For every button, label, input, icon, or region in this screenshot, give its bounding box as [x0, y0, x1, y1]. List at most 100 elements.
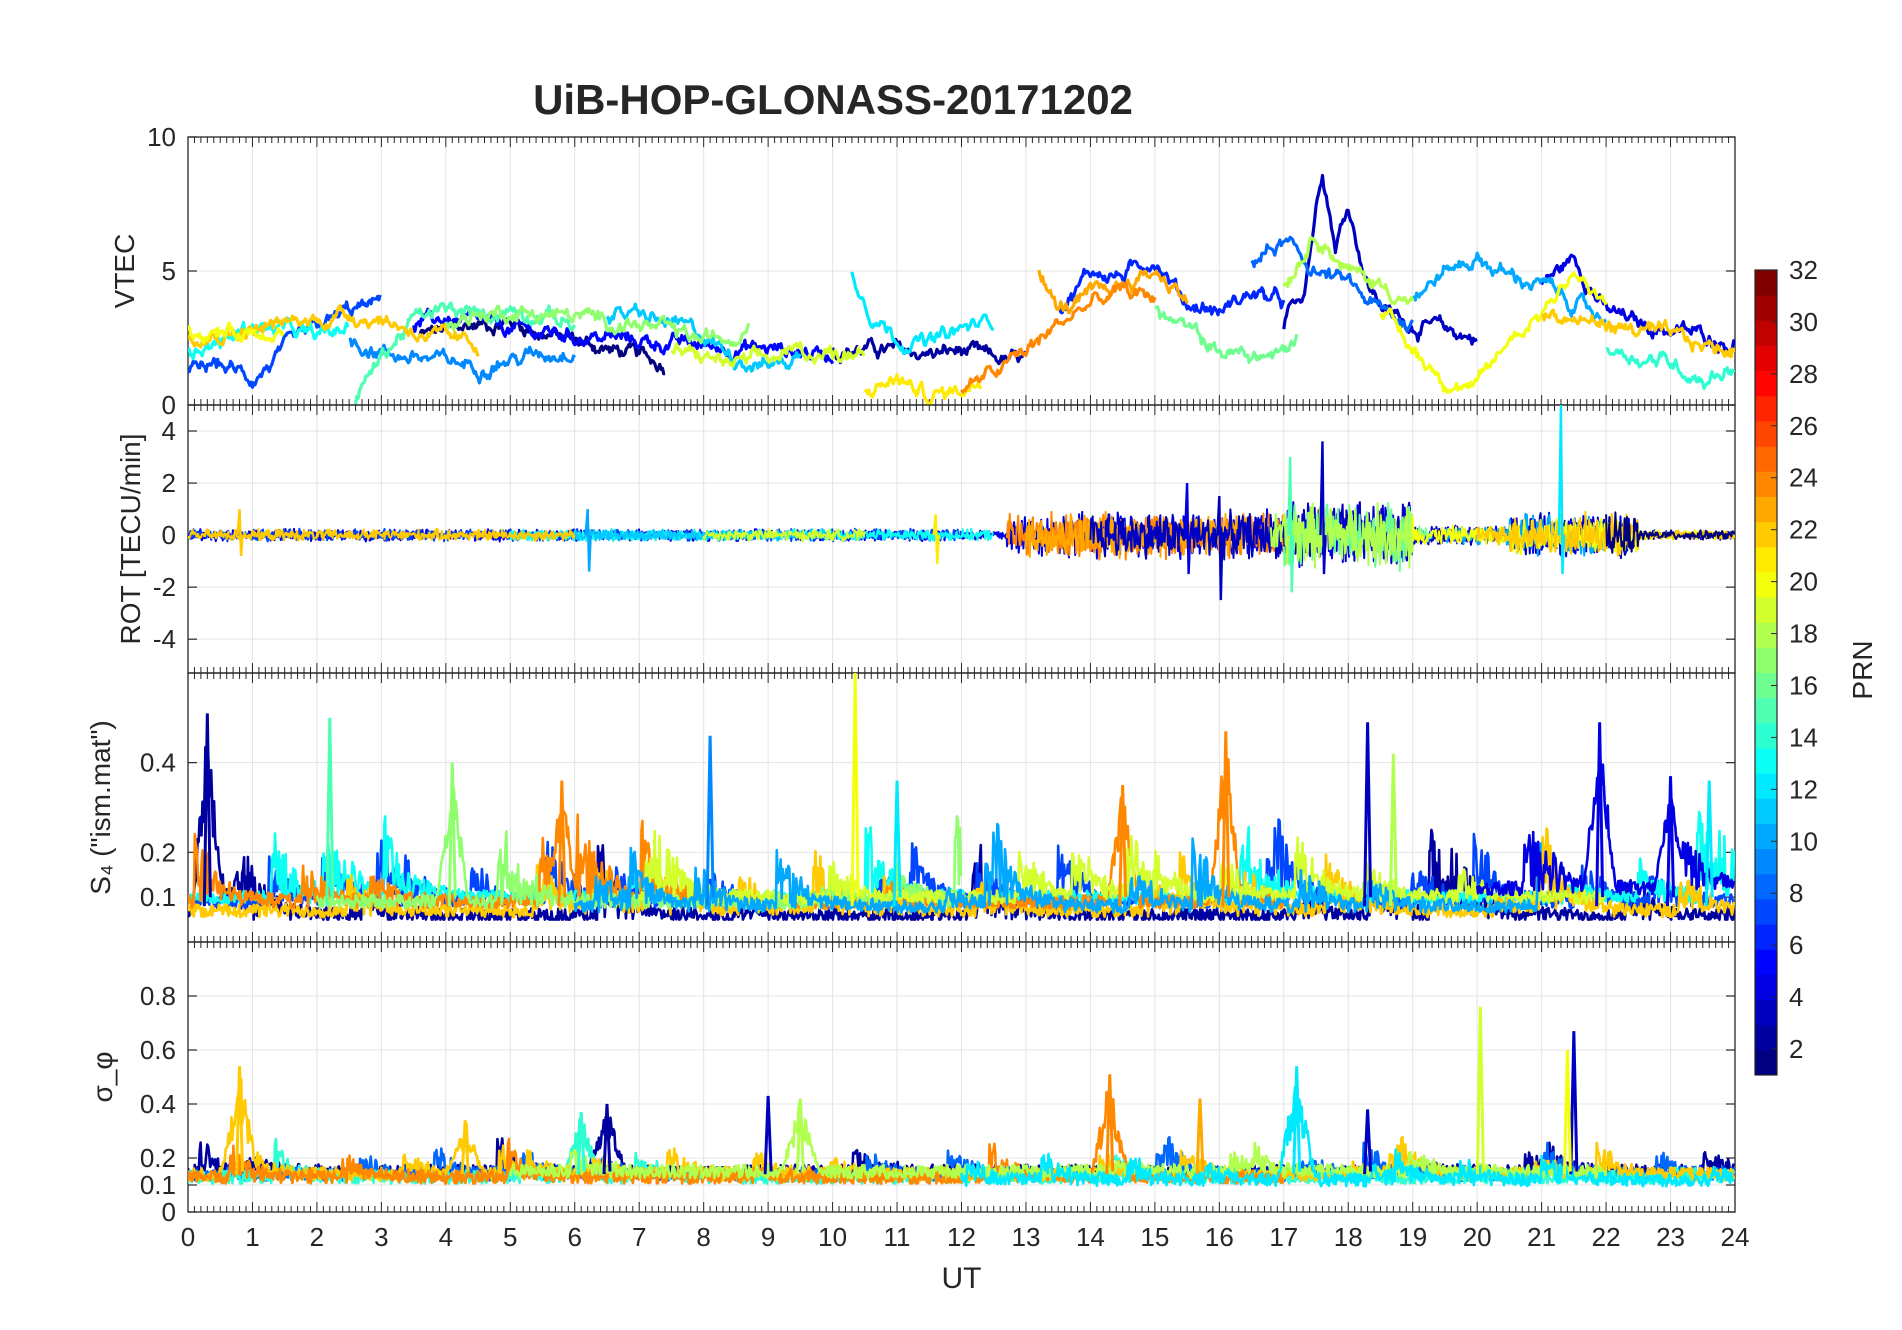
- s4-peak-prn-20: [850, 673, 860, 907]
- colorbar-tick-label: 26: [1789, 411, 1818, 441]
- colorbar-tick-label: 10: [1789, 826, 1818, 856]
- colorbar-tick-label: 8: [1789, 878, 1803, 908]
- colorbar-cell: [1755, 798, 1777, 824]
- sigma-peak-prn-14: [576, 1112, 586, 1175]
- x-tick-label: 5: [503, 1222, 517, 1252]
- colorbar-tick-label: 12: [1789, 774, 1818, 804]
- s4-series-group: [188, 673, 1735, 921]
- colorbar-tick-label: 4: [1789, 982, 1803, 1012]
- s4-peak-prn-24: [1221, 731, 1231, 907]
- rot-spike-prn-3: [1319, 441, 1327, 575]
- x-tick-label: 17: [1269, 1222, 1298, 1252]
- colorbar-cell: [1755, 898, 1777, 925]
- rot-series-prn-18: [1269, 502, 1414, 569]
- s4-series-prn-4: [1475, 745, 1735, 897]
- rot-spike-prn-22: [236, 508, 244, 556]
- colorbar-cell: [1755, 773, 1777, 799]
- colorbar-cell: [1755, 571, 1777, 598]
- vtec-series-prn-11: [605, 302, 802, 373]
- x-tick-label: 12: [947, 1222, 976, 1252]
- figure-title: UiB-HOP-GLONASS-20171202: [533, 76, 1133, 123]
- s4-peak-prn-2: [202, 713, 212, 907]
- rot-series-prn-22: [188, 527, 576, 542]
- colorbar-cell: [1755, 521, 1777, 548]
- x-tick-label: 22: [1592, 1222, 1621, 1252]
- s4-peak-prn-4: [1595, 722, 1605, 907]
- rot-spike-prn-3: [1216, 496, 1224, 601]
- vtec-series-prn-22: [1541, 308, 1735, 359]
- rot-spike-prn-21: [932, 514, 940, 564]
- s4-peak-prn-3: [1363, 722, 1373, 907]
- colorbar-frame: [1754, 269, 1778, 1076]
- sigma-peak-prn-24: [1105, 1074, 1115, 1175]
- rot-series-group: [188, 405, 1735, 601]
- vtec-series-prn-10: [1411, 251, 1608, 326]
- y-tick-label: 10: [147, 122, 176, 152]
- sigma-peak-prn-19: [1475, 1006, 1485, 1175]
- rot-spike-prn-4: [1183, 483, 1192, 575]
- x-tick-label: 24: [1721, 1222, 1750, 1252]
- vtec-series-group: [188, 173, 1735, 405]
- x-tick-label: 10: [818, 1222, 847, 1252]
- s4-peak-prn-15: [325, 717, 335, 907]
- colorbar-tick-label: 32: [1789, 255, 1818, 285]
- y-tick-label: 0.4: [140, 1089, 176, 1119]
- sigma-peak-prn-3: [763, 1095, 773, 1175]
- colorbar-cell: [1755, 546, 1777, 573]
- s4-peak-prn-12: [1704, 780, 1714, 907]
- sigma-peak-prn-3: [1363, 1109, 1373, 1175]
- colorbar-cell: [1755, 1049, 1777, 1076]
- vtec-series-prn-3: [1282, 173, 1478, 346]
- colorbar-cell: [1755, 697, 1777, 724]
- colorbar-cell: [1755, 370, 1777, 397]
- y-tick-label: 0.2: [140, 1143, 176, 1173]
- vtec-series-prn-14: [1605, 347, 1735, 390]
- x-tick-label: 18: [1334, 1222, 1363, 1252]
- x-axis-label: UT: [942, 1262, 982, 1295]
- x-tick-label: 13: [1011, 1222, 1040, 1252]
- s4-peak-prn-24: [1118, 785, 1128, 907]
- colorbar-cell: [1755, 999, 1777, 1026]
- y-tick-label: 0.2: [140, 837, 176, 867]
- y-tick-label: 0: [162, 390, 176, 420]
- rot-ylabel: ROT [TECU/min]: [115, 433, 146, 644]
- x-tick-label: 16: [1205, 1222, 1234, 1252]
- vtec-series-prn-1: [418, 317, 666, 376]
- colorbar-cell: [1755, 270, 1777, 296]
- colorbar-cell: [1755, 395, 1777, 422]
- colorbar-cell: [1755, 420, 1777, 447]
- colorbar-cell: [1755, 647, 1777, 673]
- colorbar-tick-label: 16: [1789, 670, 1818, 700]
- vtec-series-prn-13: [188, 316, 350, 361]
- vtec-ylabel: VTEC: [109, 234, 140, 309]
- y-tick-label: 5: [162, 256, 176, 286]
- colorbar-cell: [1755, 496, 1777, 523]
- vtec-series-prn-7: [188, 294, 382, 389]
- sigma-peak-prn-18: [795, 1098, 805, 1175]
- colorbar-cell: [1755, 747, 1777, 774]
- colorbar-cell: [1755, 295, 1777, 321]
- vtec-series-prn-20: [188, 321, 285, 345]
- s4-peak-prn-9: [705, 735, 715, 907]
- s4-peak-prn-4: [1666, 776, 1676, 907]
- x-tick-label: 2: [310, 1222, 324, 1252]
- x-tick-label: 11: [884, 1222, 911, 1252]
- sigma-series-prn-12: [960, 1085, 1735, 1188]
- colorbar-tick-label: 24: [1789, 463, 1818, 493]
- colorbar-cell: [1755, 722, 1777, 749]
- colorbar-tick-label: 28: [1789, 359, 1818, 389]
- vtec-series-prn-17: [444, 304, 751, 347]
- sigma-peak-prn-22: [460, 1120, 470, 1175]
- rot-series-prn-11: [573, 528, 834, 543]
- rot-series-prn-1: [1605, 511, 1735, 554]
- x-tick-label: 3: [374, 1222, 388, 1252]
- vtec-series-prn-8: [1250, 235, 1414, 333]
- vtec-series-prn-20: [1379, 271, 1608, 395]
- vtec-series-prn-12: [850, 271, 995, 356]
- colorbar-tick-label: 6: [1789, 930, 1803, 960]
- rot-spike-prn-10: [584, 508, 592, 572]
- colorbar-cell: [1755, 622, 1777, 648]
- colorbar-tick-label: 30: [1789, 307, 1818, 337]
- vtec-series-prn-16: [1154, 305, 1299, 365]
